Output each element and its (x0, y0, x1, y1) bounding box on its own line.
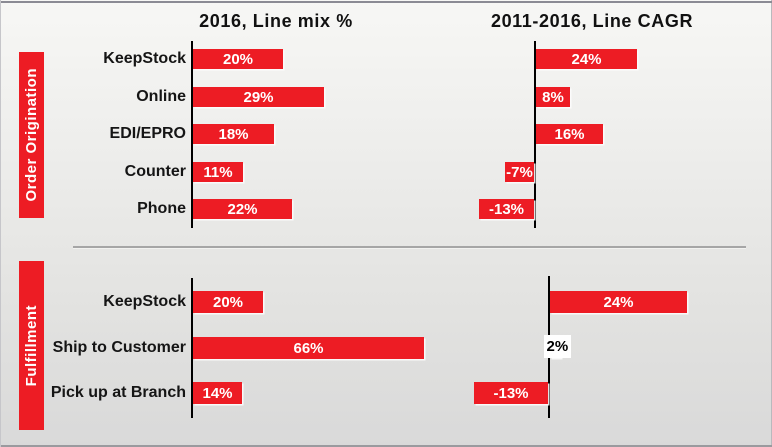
bar-value-label-boxed: 2% (543, 335, 572, 358)
bar-value-label: -7% (506, 163, 533, 181)
bottom-border-rule (1, 445, 772, 447)
bar-value-label: 20% (222, 50, 254, 68)
bar-Online: 29% (193, 87, 324, 107)
bar-Phone: -13% (479, 199, 534, 219)
category-label: Ship to Customer (52, 339, 186, 356)
bar-Ship to Customer: 66% (193, 337, 424, 359)
bar-value-label: -13% (488, 200, 525, 218)
bar-KeepStock: 24% (536, 49, 637, 69)
category-label: Phone (137, 200, 186, 217)
column-title-line-mix: 2016, Line mix % (199, 11, 353, 31)
category-label: KeepStock (103, 50, 186, 67)
bar-value-label: -13% (493, 384, 529, 402)
axis-line (534, 41, 536, 228)
section-band-order-origination: Order Origination (19, 52, 44, 218)
section-band-label: Order Origination (23, 68, 40, 202)
bar-EDI/EPRO: 18% (193, 124, 274, 144)
bar-KeepStock: 20% (193, 49, 283, 69)
bar-value-label: 24% (603, 293, 634, 311)
section-band-label: Fulfillment (23, 304, 40, 387)
bar-value-label: 8% (542, 88, 564, 106)
bar-value-label: 66% (293, 339, 324, 357)
axis-line (191, 278, 193, 418)
bar-EDI/EPRO: 16% (536, 124, 603, 144)
category-label: KeepStock (103, 293, 186, 310)
section-band-fulfillment: Fulfillment (19, 261, 44, 430)
axis-line (191, 41, 193, 228)
top-border-rule (1, 1, 772, 3)
bar-Pick up at Branch: -13% (474, 382, 548, 404)
section-divider (73, 246, 746, 249)
bar-KeepStock: 24% (550, 291, 687, 313)
bar-Counter: 11% (193, 162, 243, 182)
bar-value-label: 16% (554, 125, 585, 143)
bar-KeepStock: 20% (193, 291, 263, 313)
column-title-line-cagr: 2011-2016, Line CAGR (490, 11, 694, 31)
bar-value-label: 22% (227, 200, 258, 218)
category-label: Online (136, 88, 186, 105)
bar-Pick up at Branch: 14% (193, 382, 242, 404)
bar-Counter: -7% (505, 162, 534, 182)
bar-value-label: 20% (212, 293, 244, 311)
bar-value-label: 29% (243, 88, 274, 106)
bar-Phone: 22% (193, 199, 292, 219)
category-label: EDI/EPRO (109, 125, 186, 142)
bar-value-label: 14% (202, 384, 233, 402)
bar-value-label: 24% (571, 50, 602, 68)
category-label: Counter (124, 163, 186, 180)
bar-value-label: 11% (203, 163, 233, 181)
bar-value-label: 18% (218, 125, 249, 143)
bar-Online: 8% (536, 87, 570, 107)
category-label: Pick up at Branch (50, 384, 186, 401)
